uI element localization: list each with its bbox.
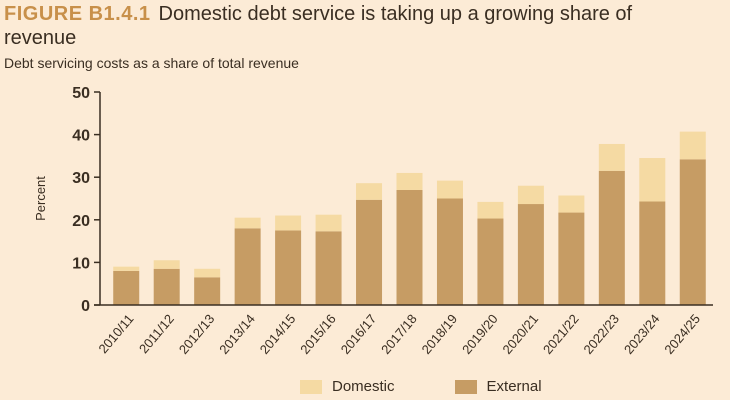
- legend-item-domestic: Domestic: [300, 378, 395, 395]
- title-text: Domestic debt service is taking up a gro…: [4, 3, 633, 49]
- bar-external: [234, 228, 261, 305]
- bar-external: [639, 201, 666, 305]
- y-tick-label: 20: [72, 213, 90, 230]
- x-tick-label: 2020/21: [499, 311, 541, 357]
- legend-label-domestic: Domestic: [332, 378, 395, 395]
- x-tick-label: 2018/19: [419, 311, 461, 357]
- bar-domestic: [477, 201, 504, 219]
- x-tick-label: 2019/20: [459, 311, 501, 357]
- legend: Domestic External: [300, 378, 542, 395]
- bar-external: [153, 268, 180, 305]
- bar-external: [517, 204, 544, 305]
- bar-domestic: [679, 131, 706, 160]
- chart-title: FIGURE B1.4.1 Domestic debt service is ta…: [4, 2, 704, 50]
- bar-domestic: [639, 158, 666, 202]
- x-tick-label: 2013/14: [216, 311, 258, 357]
- bar-domestic: [517, 185, 544, 205]
- legend-item-external: External: [454, 378, 542, 395]
- bar-domestic: [315, 214, 342, 232]
- y-tick-label: 40: [72, 128, 90, 145]
- x-tick-label: 2022/23: [580, 311, 622, 357]
- legend-label-external: External: [486, 378, 542, 395]
- legend-swatch-domestic: [300, 379, 322, 394]
- x-tick-label: 2010/11: [95, 311, 136, 356]
- y-tick-label: 10: [72, 255, 90, 272]
- bar-domestic: [194, 268, 221, 278]
- bar-domestic: [356, 183, 383, 200]
- bar-external: [194, 277, 221, 305]
- y-tick-label: 0: [81, 298, 90, 315]
- y-tick-label: 30: [72, 170, 90, 187]
- bar-domestic: [234, 217, 261, 229]
- bar-external: [598, 170, 625, 305]
- bar-external: [113, 270, 140, 305]
- bar-domestic: [275, 215, 302, 231]
- bar-external: [436, 198, 463, 305]
- y-axis-label: Percent: [33, 176, 48, 221]
- x-tick-label: 2021/22: [540, 311, 582, 357]
- x-tick-label: 2014/15: [257, 311, 299, 357]
- bar-domestic: [113, 266, 140, 271]
- bar-domestic: [558, 195, 585, 213]
- bar-external: [275, 230, 302, 305]
- figure-label: FIGURE B1.4.1: [4, 3, 151, 25]
- bar-external: [315, 231, 342, 305]
- chart-subtitle: Debt servicing costs as a share of total…: [4, 55, 299, 71]
- x-tick-label: 2015/16: [297, 311, 339, 357]
- bar-external: [558, 212, 585, 305]
- x-tick-label: 2012/13: [176, 311, 218, 357]
- y-tick-label: 50: [72, 85, 90, 102]
- x-tick-label: 2023/24: [621, 311, 663, 357]
- x-tick-label: 2024/25: [661, 311, 703, 357]
- bar-external: [396, 189, 423, 305]
- x-tick-label: 2011/12: [136, 311, 177, 356]
- x-tick-label: 2016/17: [338, 311, 380, 357]
- bar-domestic: [396, 172, 423, 190]
- legend-swatch-external: [454, 379, 477, 394]
- bar-external: [356, 199, 383, 305]
- bar-domestic: [153, 260, 180, 269]
- bar-external: [477, 218, 504, 305]
- bar-domestic: [436, 180, 463, 199]
- bar-external: [679, 159, 706, 305]
- bar-domestic: [598, 143, 625, 171]
- x-tick-label: 2017/18: [378, 311, 420, 357]
